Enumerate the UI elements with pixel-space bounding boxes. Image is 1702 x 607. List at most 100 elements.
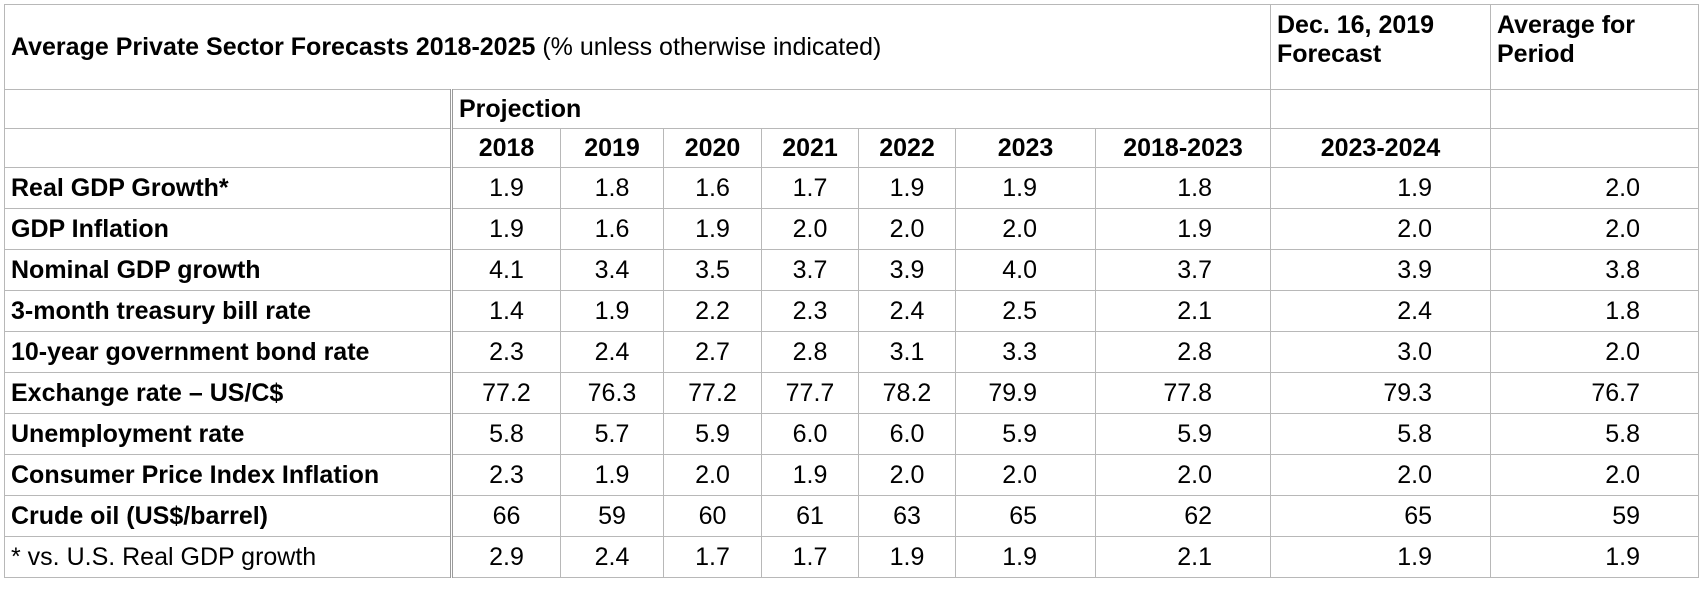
table-cell: 3.3: [955, 331, 1096, 373]
row-label: GDP Inflation: [4, 208, 452, 250]
table-cell: 66: [450, 495, 561, 537]
table-cell: 1.9: [1095, 208, 1271, 250]
table-cell: 2.0: [1095, 454, 1271, 496]
table-cell: 77.2: [663, 372, 762, 414]
table-cell: 1.9: [761, 454, 859, 496]
table-cell: 2.3: [450, 454, 561, 496]
table-title-note: (% unless otherwise indicated): [535, 32, 882, 61]
table-cell: 59: [560, 495, 664, 537]
column-header: 2021: [761, 128, 859, 168]
row-label: Real GDP Growth*: [4, 167, 452, 209]
table-cell: 1.9: [450, 208, 561, 250]
projection-row-blank-2: [1270, 89, 1491, 129]
table-cell: 2.4: [560, 331, 664, 373]
table-cell: 2.2: [663, 290, 762, 332]
table-cell: 4.1: [450, 249, 561, 291]
table-cell: 1.9: [560, 454, 664, 496]
table-cell: 3.9: [1270, 249, 1491, 291]
table-row: Unemployment rate 5.8 5.7 5.9 6.0 6.0 5.9 5.9 5.…: [4, 413, 1699, 455]
table-row: Consumer Price Index Inflation 2.3 1.9 2.0 1…: [4, 454, 1699, 496]
table-row: * vs. U.S. Real GDP growth 2.9 2.4 1.7 1.7 1.…: [4, 536, 1699, 578]
table-cell: 5.8: [450, 413, 561, 455]
column-header: 2023-2024: [1270, 128, 1491, 168]
table-cell: 2.3: [761, 290, 859, 332]
table-cell: 2.0: [858, 454, 956, 496]
table-cell: 79.3: [1270, 372, 1491, 414]
table-cell: 2.0: [1490, 167, 1699, 209]
table-row: GDP Inflation 1.9 1.6 1.9 2.0 2.0 2.0 1.9 2.0 2.0: [4, 208, 1699, 250]
table-cell: 2.8: [1095, 331, 1271, 373]
column-header: 2020: [663, 128, 762, 168]
table-row: Crude oil (US$/barrel) 66 59 60 61 63 65 62 65 59: [4, 495, 1699, 537]
row-label: 10-year government bond rate: [4, 331, 452, 373]
dec-forecast-header-line2: Forecast: [1277, 39, 1382, 68]
table-cell: 2.3: [450, 331, 561, 373]
table-cell: 2.4: [560, 536, 664, 578]
table-cell: 2.0: [761, 208, 859, 250]
table-cell: 77.8: [1095, 372, 1271, 414]
table-cell: 1.9: [1270, 167, 1491, 209]
table-cell: 2.1: [1095, 290, 1271, 332]
column-header: 2019: [560, 128, 664, 168]
projection-row: Projection: [4, 89, 1699, 129]
title-row: Average Private Sector Forecasts 2018-20…: [4, 4, 1699, 90]
dec-forecast-header: Dec. 16, 2019 Forecast: [1270, 4, 1491, 90]
table-cell: 1.9: [1270, 536, 1491, 578]
table-cell: 5.8: [1270, 413, 1491, 455]
table-cell: 3.1: [858, 331, 956, 373]
table-cell: 77.7: [761, 372, 859, 414]
row-label: Nominal GDP growth: [4, 249, 452, 291]
table-cell: 3.4: [560, 249, 664, 291]
table-row: Real GDP Growth* 1.9 1.8 1.6 1.7 1.9 1.9 1.8 1.9…: [4, 167, 1699, 209]
table-cell: 3.7: [1095, 249, 1271, 291]
table-cell: 59: [1490, 495, 1699, 537]
table-cell: 1.6: [663, 167, 762, 209]
table-cell: 1.9: [858, 167, 956, 209]
table-cell: 2.8: [761, 331, 859, 373]
forecast-table: Average Private Sector Forecasts 2018-20…: [4, 4, 1699, 578]
table-cell: 2.0: [1490, 208, 1699, 250]
projection-row-blank-3: [1490, 89, 1699, 129]
table-cell: 1.9: [450, 167, 561, 209]
table-cell: 2.0: [1270, 454, 1491, 496]
table-cell: 6.0: [858, 413, 956, 455]
table-cell: 6.0: [761, 413, 859, 455]
table-cell: 2.4: [1270, 290, 1491, 332]
table-cell: 4.0: [955, 249, 1096, 291]
table-row: Exchange rate – US/C$ 77.2 76.3 77.2 77.7 78.…: [4, 372, 1699, 414]
table-cell: 3.7: [761, 249, 859, 291]
table-cell: 5.9: [1095, 413, 1271, 455]
projection-row-blank: [4, 89, 452, 129]
column-header: [1490, 128, 1699, 168]
table-cell: 65: [955, 495, 1096, 537]
table-cell: 1.7: [761, 536, 859, 578]
table-cell: 1.8: [1490, 290, 1699, 332]
projection-label: Projection: [450, 89, 1271, 129]
table-cell: 2.0: [663, 454, 762, 496]
column-header-row: 2018 2019 2020 2021 2022 2023 2018-2023 …: [4, 128, 1699, 168]
table-cell: 3.9: [858, 249, 956, 291]
row-label: Consumer Price Index Inflation: [4, 454, 452, 496]
table-cell: 2.0: [1270, 208, 1491, 250]
table-cell: 1.8: [1095, 167, 1271, 209]
table-cell: 2.1: [1095, 536, 1271, 578]
table-cell: 2.0: [1490, 454, 1699, 496]
column-header-blank: [4, 128, 452, 168]
table-cell: 1.7: [663, 536, 762, 578]
table-cell: 2.7: [663, 331, 762, 373]
table-cell: 1.6: [560, 208, 664, 250]
table-cell: 65: [1270, 495, 1491, 537]
table-cell: 61: [761, 495, 859, 537]
row-label: Unemployment rate: [4, 413, 452, 455]
table-cell: 5.8: [1490, 413, 1699, 455]
table-title-main: Average Private Sector Forecasts 2018-20…: [11, 32, 536, 61]
table-cell: 1.7: [761, 167, 859, 209]
table-cell: 2.0: [955, 208, 1096, 250]
table-title: Average Private Sector Forecasts 2018-20…: [4, 4, 1271, 90]
table-cell: 1.9: [560, 290, 664, 332]
table-row: 10-year government bond rate 2.3 2.4 2.7 2.8…: [4, 331, 1699, 373]
table-cell: 1.4: [450, 290, 561, 332]
average-header: Average for Period: [1490, 4, 1699, 90]
table-cell: 60: [663, 495, 762, 537]
